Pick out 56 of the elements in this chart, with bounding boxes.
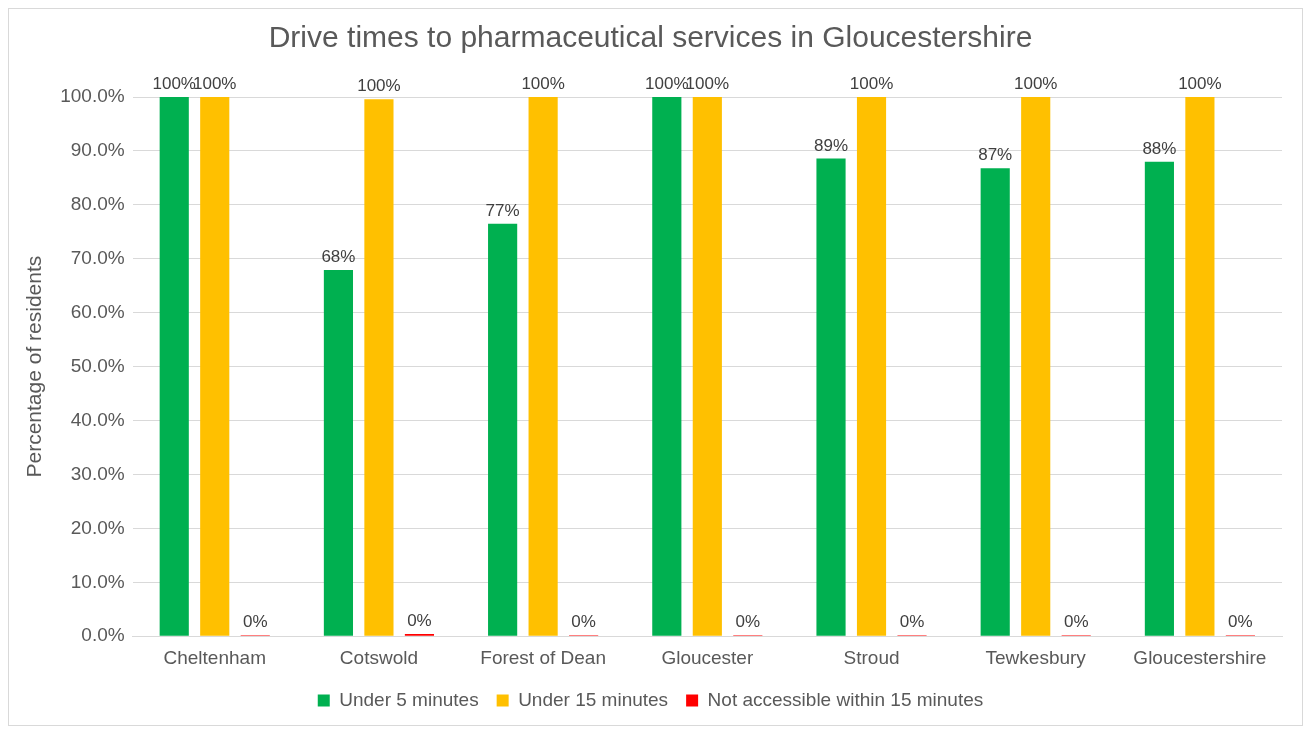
y-tick-label: 60.0% [70,300,125,322]
x-tick-label: Cheltenham [163,646,266,668]
bar [980,168,1010,636]
x-tick-label: Forest of Dean [480,646,606,668]
data-label: 0% [735,612,761,632]
y-tick-label: 100.0% [60,85,125,107]
bar [816,158,846,636]
data-label: 0% [1063,612,1089,632]
bar [1185,97,1215,636]
y-tick-label: 0.0% [81,624,125,646]
y-tick-label: 50.0% [70,354,125,376]
data-label: 0% [407,611,432,631]
legend-label: Under 5 minutes [339,688,479,710]
data-label: 88% [1142,138,1177,158]
legend-label: Not accessible within 15 minutes [707,688,984,710]
data-label: 89% [814,135,849,155]
data-label: 100% [152,74,196,94]
x-tick-label: Gloucestershire [1133,646,1267,668]
x-tick-label: Stroud [843,646,900,668]
data-label: 100% [357,76,401,96]
bar [323,270,354,636]
data-label: 100% [849,74,894,94]
x-tick-label: Gloucester [661,646,754,668]
legend-label: Under 15 minutes [518,688,669,710]
data-label: 0% [1228,612,1253,632]
data-label: 77% [485,200,520,220]
bar [528,97,558,636]
x-tick-label: Cotswold [339,646,419,668]
bar [159,97,189,636]
data-label: 0% [571,612,596,632]
bar [1144,161,1174,636]
data-label: 100% [1178,74,1222,94]
bar [488,223,518,636]
y-tick-label: 10.0% [70,570,125,592]
data-label: 0% [242,612,268,632]
y-tick-label: 30.0% [70,462,125,484]
y-tick-label: 90.0% [70,139,125,161]
chart-title: Drive times to pharmaceutical services in Gloucestershire [268,20,1033,54]
x-tick-label: Tewkesbury [985,646,1087,668]
data-label: 87% [978,145,1013,165]
bar [692,97,722,636]
data-label: 0% [899,612,925,632]
y-axis-title: Percentage of residents [22,255,46,478]
y-tick-label: 20.0% [70,516,125,538]
data-label: 100% [193,74,237,94]
bar [364,99,394,636]
y-tick-label: 70.0% [70,246,125,268]
data-label: 68% [321,247,356,267]
y-tick-label: 80.0% [70,193,125,215]
data-label: 100% [1013,74,1058,94]
bar [856,97,887,636]
bar [652,97,682,636]
bar [200,97,230,636]
bar [1021,97,1051,636]
data-label: 100% [521,74,565,94]
y-tick-label: 40.0% [70,408,125,430]
